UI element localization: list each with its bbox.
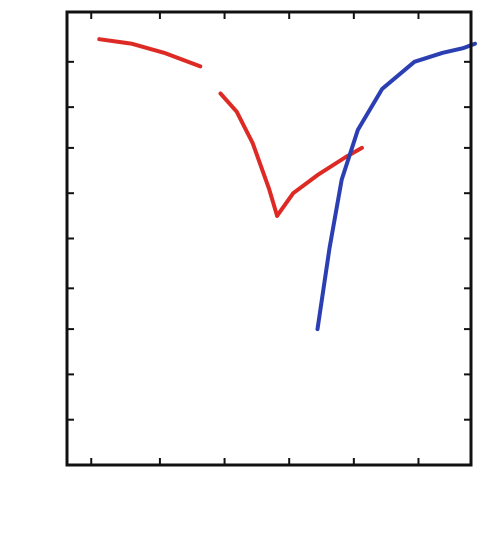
plot-frame <box>65 10 473 467</box>
series-2-segment-1 <box>315 41 477 332</box>
series-layer <box>97 37 477 332</box>
tick-marks <box>67 12 471 465</box>
series-1-segment-2 <box>218 91 280 218</box>
series-1-segment-1 <box>97 37 203 69</box>
